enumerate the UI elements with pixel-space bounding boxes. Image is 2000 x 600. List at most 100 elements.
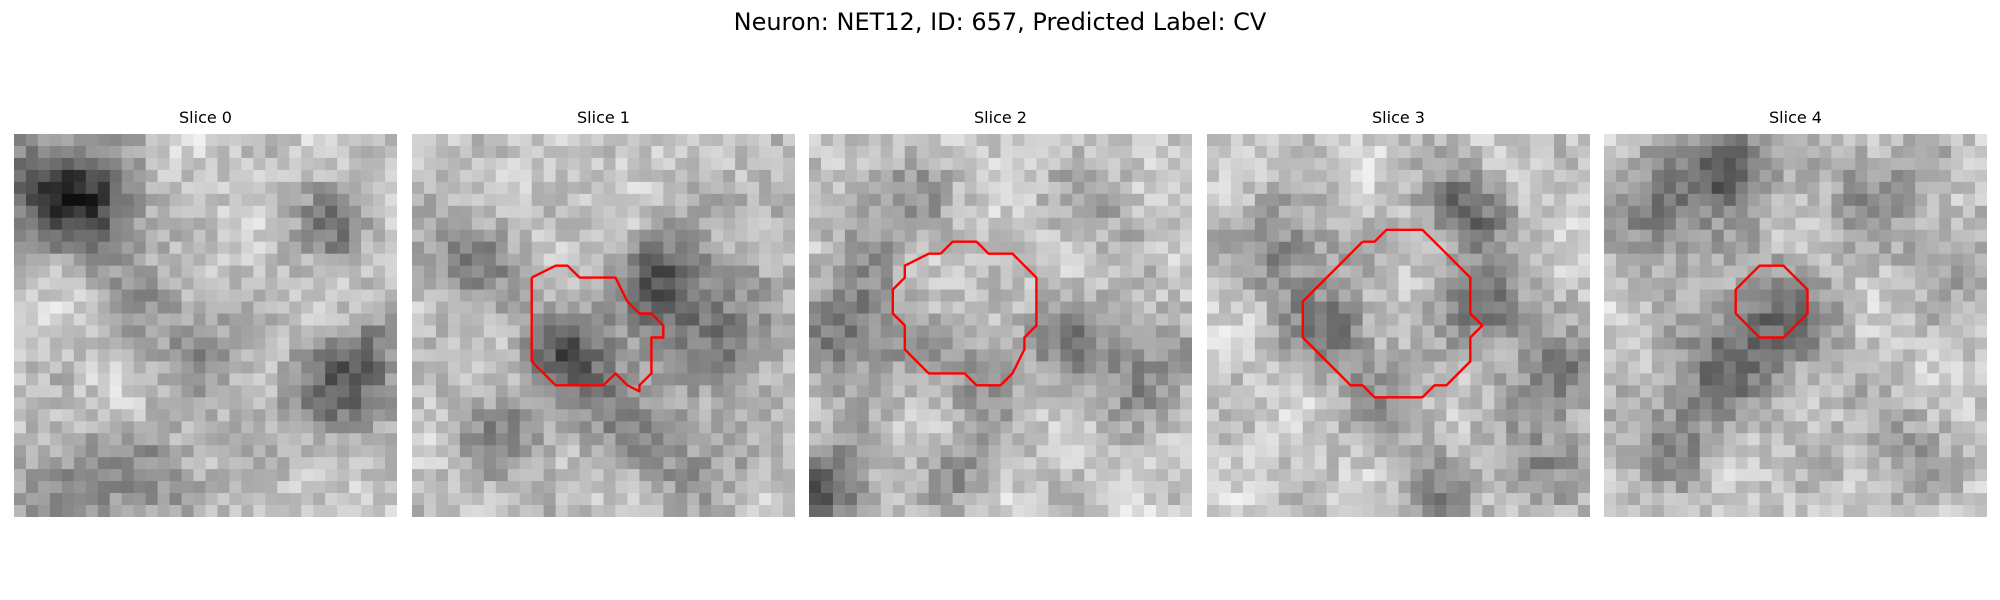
image-pixel: [1723, 445, 1737, 458]
image-pixel: [964, 181, 977, 195]
image-pixel: [349, 134, 362, 147]
image-pixel: [1855, 433, 1868, 446]
image-pixel: [1207, 241, 1220, 255]
image-pixel: [1326, 229, 1340, 243]
image-pixel: [880, 457, 894, 470]
image-pixel: [940, 277, 954, 290]
image-pixel: [1218, 169, 1232, 183]
image-pixel: [759, 181, 772, 195]
image-pixel: [1735, 205, 1749, 219]
image-pixel: [639, 169, 652, 183]
image-pixel: [711, 157, 724, 171]
image-pixel: [639, 313, 652, 326]
image-pixel: [1024, 421, 1037, 434]
image-pixel: [483, 145, 497, 159]
image-pixel: [1290, 193, 1304, 207]
image-pixel: [61, 241, 75, 255]
image-pixel: [1242, 481, 1256, 494]
image-pixel: [1627, 217, 1641, 231]
image-pixel: [1975, 373, 1987, 386]
image-pixel: [121, 361, 135, 374]
image-pixel: [1554, 134, 1567, 147]
image-pixel: [1795, 229, 1808, 243]
image-pixel: [507, 181, 521, 195]
image-pixel: [1180, 409, 1192, 422]
image-pixel: [289, 157, 302, 171]
image-pixel: [1012, 493, 1025, 506]
image-pixel: [253, 397, 266, 410]
image-pixel: [349, 181, 362, 195]
image-pixel: [555, 373, 568, 386]
image-pixel: [1434, 505, 1447, 517]
image-pixel: [1180, 385, 1192, 398]
image-pixel: [1891, 134, 1904, 147]
image-pixel: [1639, 253, 1653, 267]
image-pixel: [1084, 229, 1097, 243]
image-pixel: [603, 241, 616, 255]
image-pixel: [976, 385, 989, 398]
image-pixel: [1084, 205, 1097, 219]
image-pixel: [1627, 361, 1641, 374]
image-pixel: [651, 134, 664, 147]
image-pixel: [61, 325, 75, 338]
image-pixel: [1434, 181, 1447, 195]
image-pixel: [1819, 253, 1832, 267]
image-pixel: [723, 349, 736, 362]
image-pixel: [615, 337, 628, 350]
image-pixel: [651, 361, 664, 374]
image-pixel: [747, 277, 760, 290]
image-pixel: [109, 217, 123, 231]
image-pixel: [699, 157, 712, 171]
image-pixel: [1242, 433, 1256, 446]
image-pixel: [217, 134, 230, 147]
image-pixel: [1975, 301, 1987, 314]
image-pixel: [1458, 433, 1471, 446]
image-pixel: [1903, 397, 1916, 410]
image-pixel: [145, 409, 159, 422]
image-pixel: [1374, 241, 1387, 255]
image-pixel: [217, 481, 230, 494]
image-pixel: [615, 469, 628, 482]
image-pixel: [1482, 349, 1495, 362]
image-pixel: [627, 421, 640, 434]
image-pixel: [952, 289, 965, 302]
image-pixel: [1000, 289, 1013, 302]
image-pixel: [1120, 229, 1133, 243]
image-pixel: [313, 385, 326, 398]
image-pixel: [1530, 265, 1543, 279]
image-pixel: [217, 325, 230, 338]
image-pixel: [49, 301, 63, 314]
image-pixel: [1024, 145, 1037, 159]
image-pixel: [1771, 145, 1784, 159]
image-pixel: [361, 337, 374, 350]
image-pixel: [567, 433, 580, 446]
image-pixel: [229, 349, 242, 362]
image-pixel: [1132, 253, 1145, 267]
image-pixel: [1663, 253, 1677, 267]
image-pixel: [555, 241, 568, 255]
figure-title: Neuron: NET12, ID: 657, Predicted Label:…: [733, 8, 1267, 36]
image-pixel: [1000, 301, 1013, 314]
image-pixel: [1542, 157, 1555, 171]
image-pixel: [1422, 409, 1435, 422]
image-pixel: [1458, 397, 1471, 410]
image-pixel: [1338, 409, 1352, 422]
image-pixel: [1879, 361, 1892, 374]
image-pixel: [301, 361, 314, 374]
image-pixel: [567, 145, 580, 159]
image-pixel: [988, 145, 1001, 159]
image-pixel: [1338, 277, 1352, 290]
image-pixel: [1615, 157, 1629, 171]
image-pixel: [579, 325, 592, 338]
image-pixel: [1314, 229, 1328, 243]
image-pixel: [940, 217, 954, 231]
image-pixel: [1302, 385, 1316, 398]
image-pixel: [97, 157, 111, 171]
image-pixel: [1314, 457, 1328, 470]
image-pixel: [1084, 421, 1097, 434]
image-pixel: [1675, 157, 1689, 171]
image-pixel: [313, 265, 326, 279]
image-pixel: [1831, 289, 1844, 302]
image-pixel: [627, 433, 640, 446]
image-pixel: [699, 349, 712, 362]
